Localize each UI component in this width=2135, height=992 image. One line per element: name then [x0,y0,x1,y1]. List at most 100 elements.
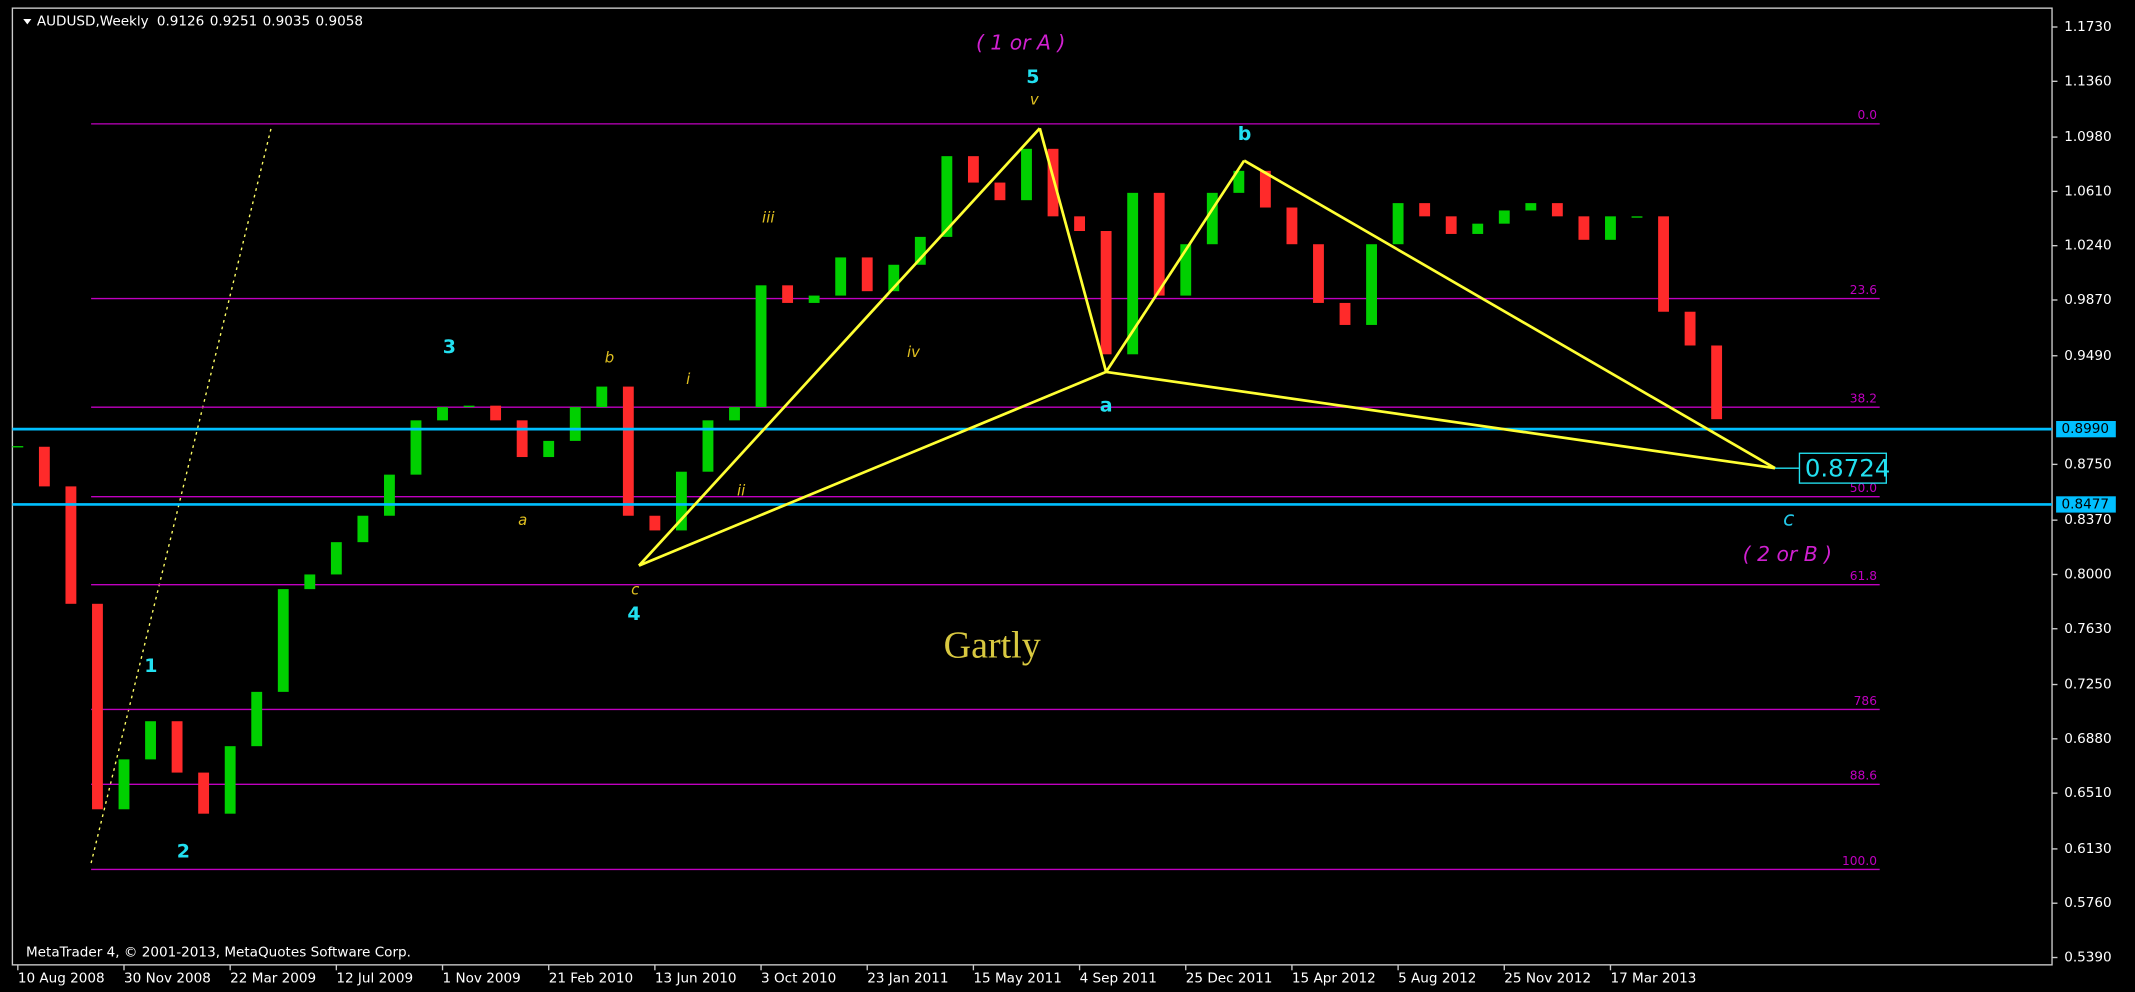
wave-label: i [686,370,691,388]
candle [277,589,289,692]
symbol: AUDUSD,Weekly [37,14,149,30]
y-tick-label: 0.6510 [2064,785,2111,801]
x-tick-label: 21 Feb 2010 [549,970,633,986]
wave-label: iv [907,343,920,361]
y-tick-label: 0.8750 [2064,456,2111,472]
candle [622,386,634,516]
candle [1578,216,1590,240]
candle [1233,170,1245,193]
x-tick-label: 25 Nov 2012 [1504,970,1591,986]
x-tick-label: 12 Jul 2009 [336,970,413,986]
footer: MetaTrader 4, © 2001-2013, MetaQuotes So… [26,945,411,961]
y-tick-label: 0.5390 [2064,950,2111,966]
candle [649,515,661,531]
x-tick-label: 30 Nov 2008 [124,970,211,986]
pattern-line [637,127,1041,567]
pattern-name: Gartly [944,624,1041,666]
candle [1684,311,1696,346]
fib-label: 23.6 [1850,283,1877,297]
fib-label: 50.0 [1850,481,1877,495]
wave-label: 3 [443,336,456,358]
target-box [1798,452,1887,484]
x-tick-label: 5 Aug 2012 [1398,970,1476,986]
candle [755,285,767,408]
x-tick-label: 1 Nov 2009 [443,970,521,986]
candle [171,721,183,773]
price-tag [2056,421,2116,438]
candle [330,542,342,575]
pattern-line [1243,159,1776,470]
y-tick-label: 0.6880 [2064,731,2111,747]
x-tick-label: 4 Sep 2011 [1080,970,1157,986]
candle [1047,148,1059,217]
wave-label: c [631,580,639,598]
candle [1551,203,1563,217]
x-tick-label: 17 Mar 2013 [1610,970,1696,986]
candle [569,407,581,441]
candle [118,759,130,810]
wave-label: 1 [144,655,157,677]
open: 0.9126 [157,14,204,30]
y-tick-label: 1.0240 [2064,238,2111,254]
candle [861,257,873,292]
wave-label: a [1100,394,1113,416]
pattern-line [1038,127,1108,373]
wave-label: 4 [627,603,640,625]
x-tick-label: 25 Dec 2011 [1186,970,1273,986]
y-tick-label: 1.1360 [2064,73,2111,89]
candle [251,691,263,747]
fib-label: 786 [1854,694,1877,708]
candle [1631,216,1643,218]
candle [835,257,847,296]
candle [1153,192,1165,296]
menu-triangle[interactable] [23,18,32,25]
candle [808,295,820,303]
wave-label: 5 [1026,66,1039,88]
x-tick-label: 13 Jun 2010 [655,970,737,986]
fib-label: 0.0 [1858,108,1877,122]
candle [1498,210,1510,224]
low: 0.9035 [263,14,310,30]
candle [92,603,103,810]
pattern-line [638,370,1107,567]
candle [994,182,1006,201]
x-tick-label: 10 Aug 2008 [18,970,105,986]
y-tick-label: 0.9870 [2064,292,2111,308]
x-tick-label: 15 Apr 2012 [1292,970,1376,986]
x-tick-label: 23 Jan 2011 [867,970,948,986]
wave-label: ii [737,481,746,499]
candle [1180,244,1192,296]
candle [38,446,50,487]
candle [1074,216,1086,232]
candle [888,264,900,292]
y-tick-label: 0.7250 [2064,677,2111,693]
candle [967,156,979,183]
wave-label: c [1783,507,1794,531]
candle [1339,302,1351,325]
candle [490,405,502,421]
candle [675,471,687,531]
candle [1605,216,1616,240]
candle [304,574,316,590]
y-tick-label: 1.0980 [2064,129,2111,145]
price-tag-label: 0.8477 [2062,496,2109,512]
y-tick-label: 0.5760 [2064,895,2111,911]
candle [224,746,236,814]
wave-label: ( 1 or A ) [976,30,1065,54]
candle [782,285,794,303]
fib-label: 100.0 [1842,854,1877,868]
candle [437,407,448,421]
y-tick-label: 0.7630 [2064,621,2111,637]
candle [1100,231,1112,355]
candle [1259,170,1271,208]
y-tick-label: 0.9490 [2064,348,2111,364]
candle [543,440,555,458]
y-tick-label: 0.6130 [2064,841,2111,857]
candle [941,156,953,237]
candle [65,486,77,604]
wave-label: b [1238,123,1252,145]
candle [384,474,395,516]
x-tick-label: 3 Oct 2010 [761,970,836,986]
candle [1392,203,1404,245]
